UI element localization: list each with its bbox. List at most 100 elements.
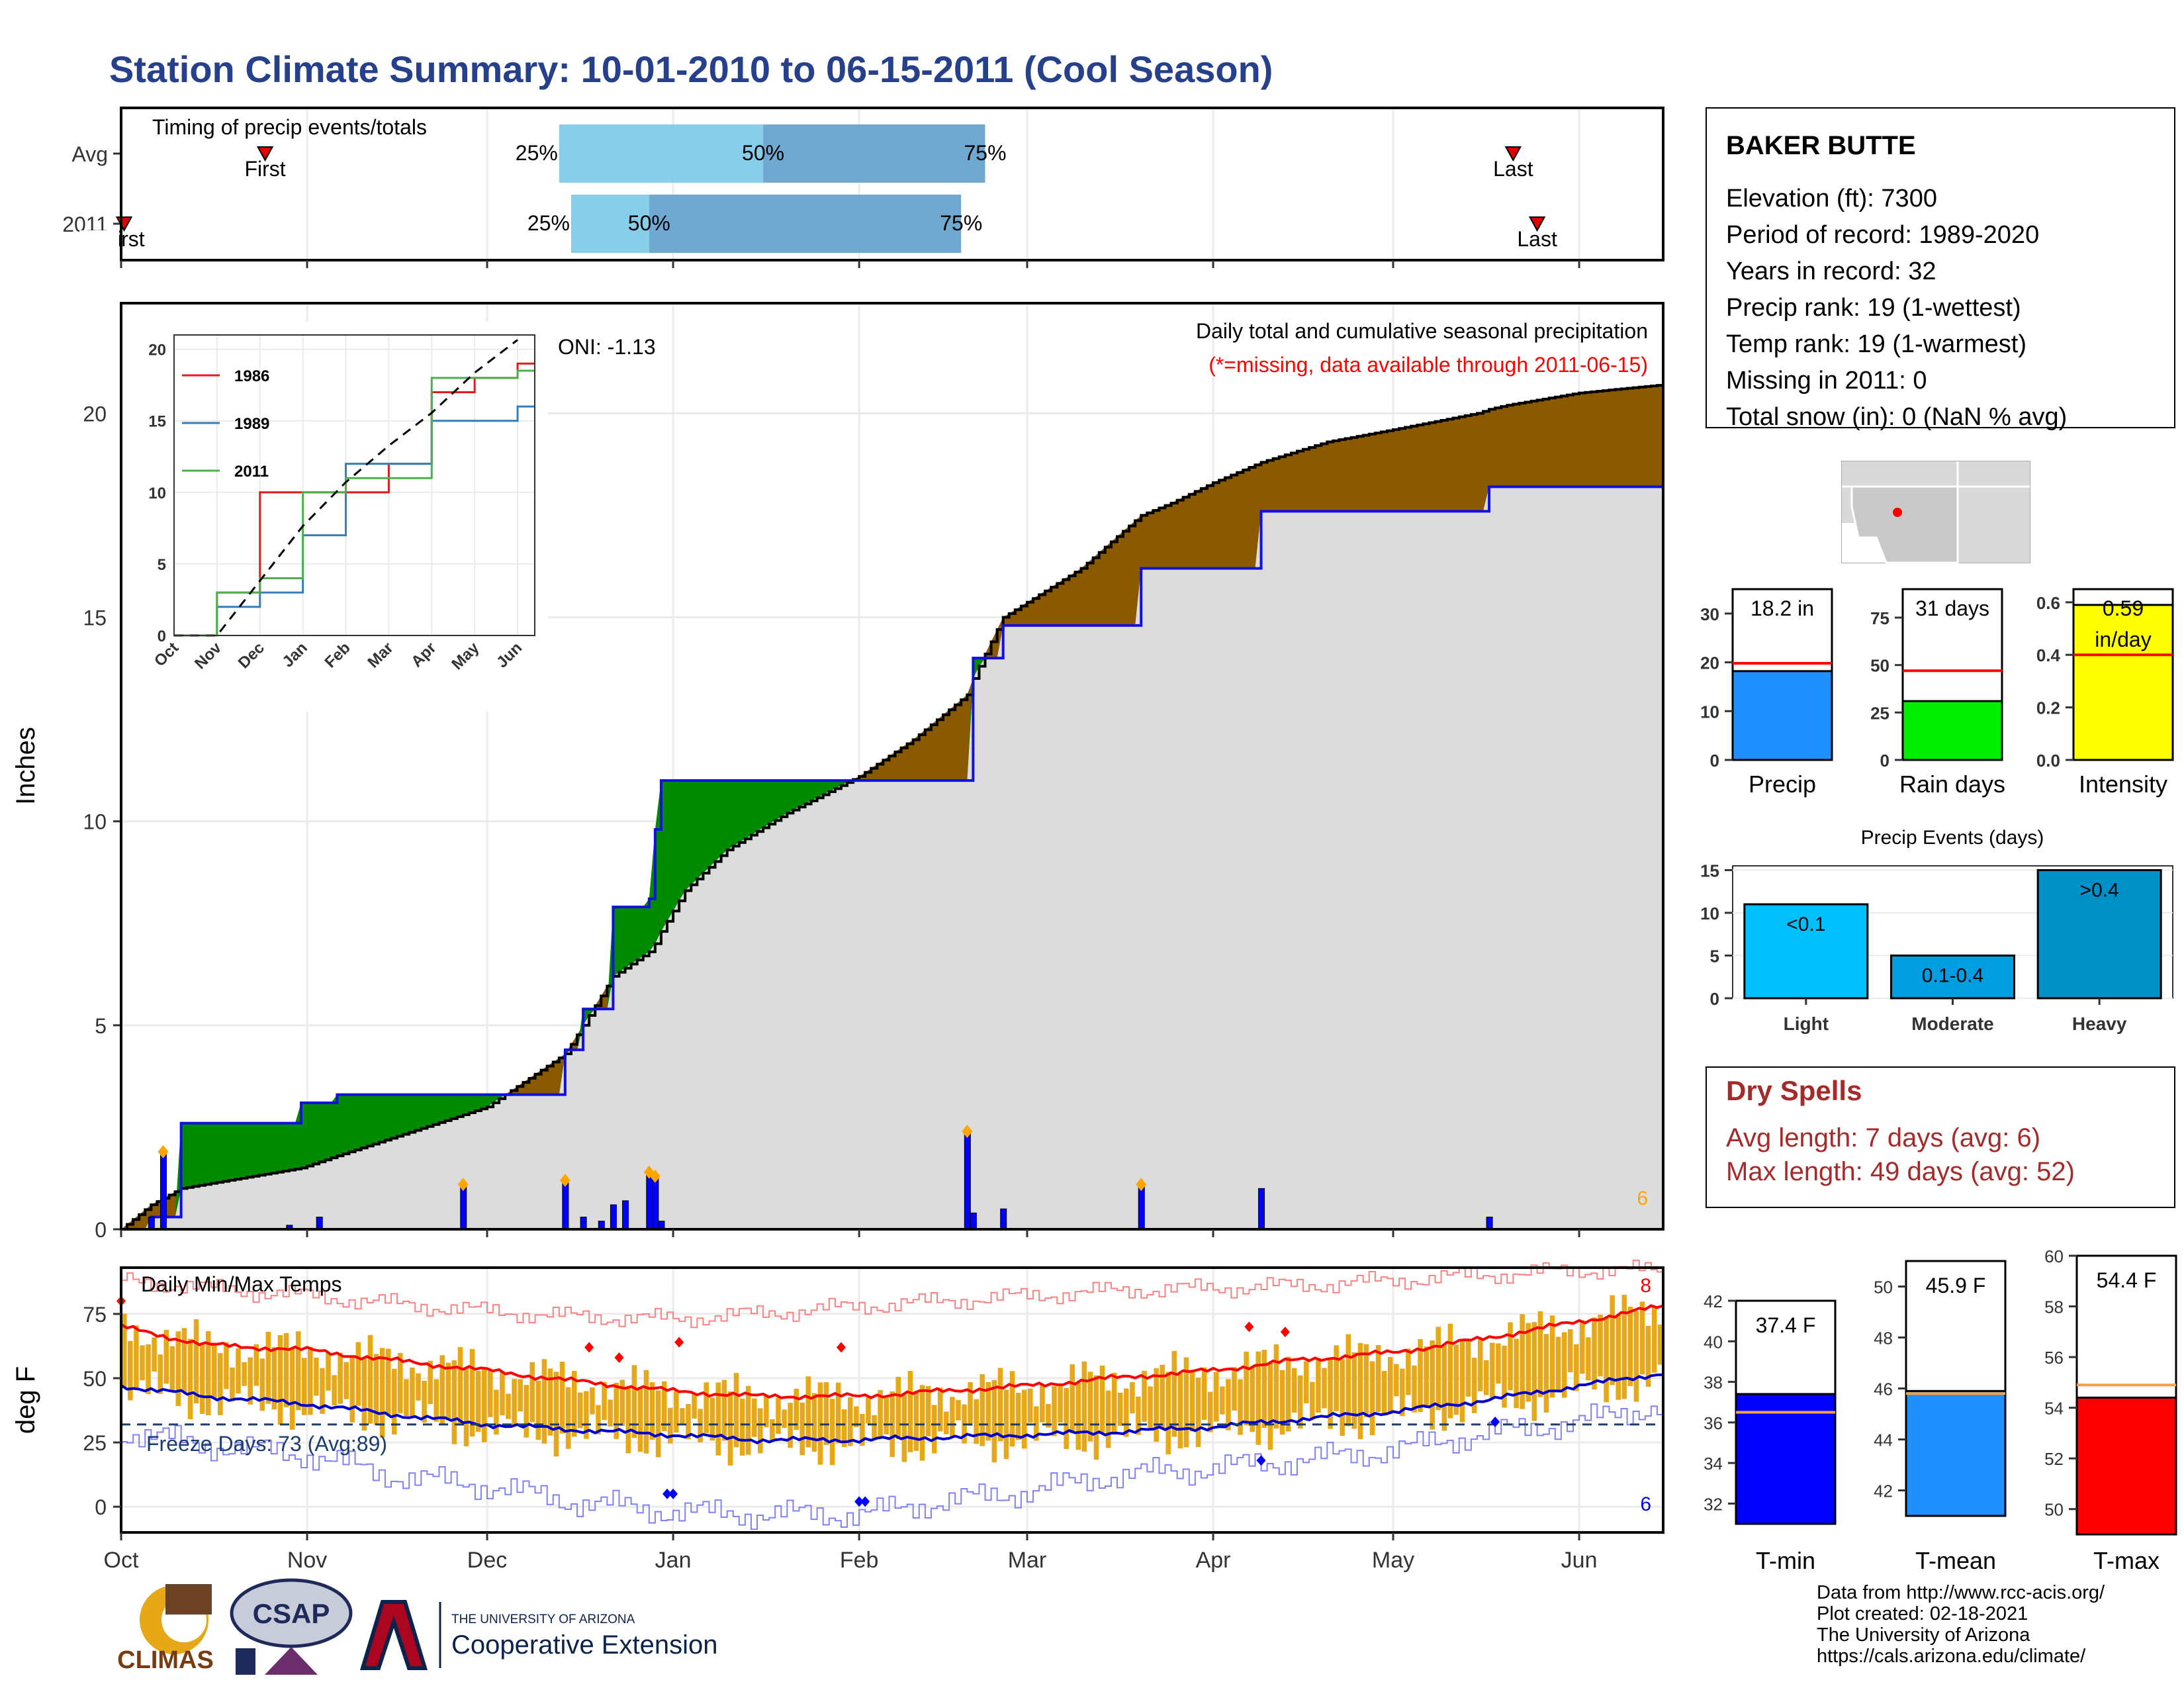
last-event-label: Last	[1517, 227, 1557, 251]
daily-temp-bar	[709, 1397, 715, 1441]
daily-temp-bar	[1328, 1360, 1333, 1429]
daily-temp-bar	[1250, 1366, 1255, 1432]
daily-temp-bar	[529, 1362, 535, 1423]
oni-label: ONI: -1.13	[558, 335, 656, 359]
daily-temp-bar	[1034, 1406, 1039, 1441]
daily-temp-bar	[1285, 1356, 1291, 1432]
daily-temp-bar	[1580, 1320, 1585, 1374]
record-low-marker	[662, 1488, 672, 1499]
daily-temp-bar	[259, 1358, 265, 1411]
daily-temp-bar	[1201, 1367, 1207, 1420]
temp-bar-label: T-max	[2093, 1547, 2160, 1574]
daily-temp-bar	[578, 1392, 583, 1429]
daily-precip-bar	[460, 1184, 467, 1230]
quartile-bar-light	[559, 124, 764, 183]
event-bar-tag: <0.1	[1786, 914, 1825, 935]
daily-temp-bar	[277, 1335, 283, 1425]
record-high-marker	[1244, 1321, 1254, 1333]
daily-temp-bar	[1093, 1375, 1099, 1460]
daily-temp-bar	[1375, 1344, 1381, 1412]
last-event-label: Last	[1493, 157, 1533, 181]
climas-logo-text: CLIMAS	[117, 1646, 214, 1674]
inset-border	[173, 334, 535, 636]
station-info-line: Total snow (in): 0 (NaN % avg)	[1726, 403, 2067, 431]
daily-temp-bar	[326, 1353, 331, 1391]
daily-temp-bar	[122, 1313, 127, 1387]
daily-temp-bar	[301, 1358, 307, 1415]
daily-temp-bar	[944, 1411, 949, 1434]
station-info-box	[1706, 107, 2175, 428]
record-precip-marker	[962, 1125, 973, 1139]
daily-temp-bar	[1232, 1367, 1237, 1411]
mini-bar-value-label: 18.2 in	[1751, 596, 1814, 620]
daily-precip-bar	[1000, 1208, 1007, 1230]
daily-temp-bar	[590, 1387, 595, 1415]
daily-temp-bar	[422, 1380, 427, 1423]
daily-temp-bar	[1154, 1368, 1159, 1442]
daily-temp-bar	[619, 1380, 625, 1427]
mini-bar-value	[1731, 670, 1833, 761]
daily-temp-bar	[1598, 1314, 1603, 1377]
daily-temp-bar	[1406, 1348, 1411, 1395]
daily-temp-bar	[1369, 1361, 1375, 1436]
daily-temp-bar	[1052, 1385, 1057, 1436]
mini-bar-tick-label: 0.2	[2036, 698, 2060, 718]
freeze-days-label: Freeze Days: 73 (Avg:89)	[146, 1432, 387, 1456]
y-tick-label: 20	[83, 402, 107, 426]
footer-line: Data from http://www.rcc-acis.org/	[1817, 1582, 2105, 1603]
temp-bar-value-label: 54.4 F	[2097, 1268, 2157, 1292]
inset-legend-label: 1986	[234, 367, 269, 385]
daily-temp-bar	[692, 1394, 697, 1419]
avg-max-line	[120, 1304, 1664, 1401]
inset-legend-label: 1989	[234, 415, 269, 433]
daily-temp-bar	[1490, 1342, 1495, 1399]
daily-temp-bar	[1430, 1340, 1435, 1430]
daily-temp-bar	[1064, 1387, 1069, 1449]
y-axis-label: deg F	[11, 1366, 40, 1434]
y-tick-label: 10	[83, 810, 107, 834]
daily-temp-bar	[1424, 1346, 1429, 1408]
daily-temp-bar	[1334, 1345, 1339, 1411]
record-low-marker	[860, 1496, 870, 1507]
daily-temp-bar	[373, 1354, 379, 1425]
daily-temp-bar	[481, 1368, 487, 1442]
record-min-line	[121, 1395, 1664, 1530]
mini-bar-value	[2072, 604, 2174, 761]
inset-y-tick: 5	[158, 556, 166, 574]
daily-precip-bar	[562, 1180, 569, 1230]
missing-note: (*=missing, data available through 2011-…	[1208, 353, 1648, 377]
cumulative-base-area	[121, 487, 1663, 1230]
events-title: Precip Events (days)	[1861, 827, 2044, 849]
daily-temp-bar	[1465, 1340, 1471, 1397]
daily-precip-bar	[159, 1151, 167, 1230]
daily-precip-bar	[610, 1204, 617, 1230]
y-tick-label: 50	[83, 1367, 107, 1391]
daily-temp-bar	[1412, 1365, 1417, 1413]
daily-temp-bar	[1267, 1362, 1273, 1450]
temp-bar-tick-label: 46	[1874, 1380, 1893, 1399]
daily-temp-bar	[1069, 1364, 1075, 1434]
daily-temp-bar	[1171, 1350, 1177, 1437]
temp-bar-tick-label: 44	[1874, 1430, 1893, 1450]
dry-spells-title: Dry Spells	[1726, 1075, 1862, 1106]
temp-panel-label: Daily Min/Max Temps	[141, 1272, 341, 1296]
mini-bar-value-label: 31 days	[1915, 596, 1989, 620]
daily-temp-bar	[1099, 1365, 1105, 1434]
daily-temp-bar	[878, 1390, 883, 1439]
record-high-marker	[674, 1336, 684, 1348]
daily-temp-bar	[205, 1331, 211, 1416]
record-low-marker	[1490, 1417, 1500, 1428]
daily-precip-bar	[148, 1217, 155, 1230]
daily-temp-bar	[1615, 1315, 1621, 1400]
daily-temp-bar	[1226, 1379, 1231, 1430]
daily-temp-bar	[1592, 1317, 1597, 1390]
daily-temp-bar	[1645, 1325, 1651, 1387]
daily-temp-bar	[1561, 1332, 1567, 1398]
daily-temp-bar	[968, 1382, 973, 1426]
temp-bar-tick-label: 34	[1704, 1454, 1723, 1474]
daily-temp-bar	[242, 1362, 247, 1386]
record-low-marker	[854, 1496, 864, 1507]
daily-temp-bar	[451, 1360, 457, 1444]
event-bar-tag: >0.4	[2080, 879, 2119, 901]
daily-temp-bar	[1574, 1344, 1579, 1391]
